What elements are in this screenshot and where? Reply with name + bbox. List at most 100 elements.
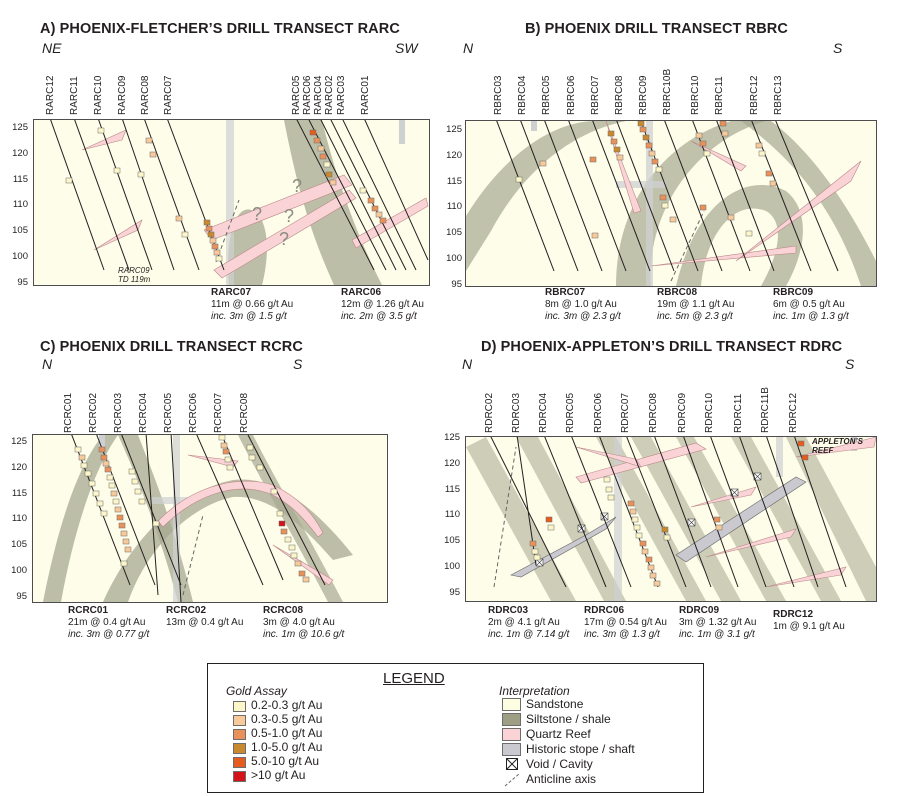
legend-swatch — [502, 698, 521, 711]
y-tick: 120 — [11, 462, 27, 473]
panel-c-dir-left: N — [42, 356, 53, 372]
ann-line2: inc. 1m @ 7.14 g/t — [488, 629, 570, 640]
hole-label: RARC03 — [336, 75, 347, 115]
svg-text:?: ? — [252, 204, 262, 224]
hole-label: RBRC10 — [690, 75, 701, 115]
panel-d-annotation: RDRC09 3m @ 1.32 g/t Au inc. 1m @ 3.1 g/… — [679, 605, 756, 641]
panel-b-annotation: RBRC07 8m @ 1.0 g/t Au inc. 3m @ 2.3 g/t — [545, 287, 621, 323]
hole-label: RDRC12 — [788, 392, 799, 433]
hole-label: RBRC05 — [541, 75, 552, 115]
hole-label: RCRC08 — [239, 392, 250, 433]
reef-label-2: REEF — [812, 446, 834, 455]
ann-hole: RCRC02 — [166, 605, 207, 616]
ann-line1: 3m @ 1.32 g/t Au — [679, 617, 757, 628]
y-tick: 110 — [11, 513, 27, 524]
legend-assay-label: 0.5-1.0 g/t Au — [251, 726, 323, 740]
legend-assay-heading: Gold Assay — [226, 684, 287, 698]
legend-assay-label: 5.0-10 g/t Au — [251, 754, 320, 768]
legend-interp-label: Historic stope / shaft — [526, 742, 635, 756]
panel-c-section — [32, 434, 388, 603]
hole-label: RARC02 — [324, 75, 335, 115]
td-depth: TD 119m — [118, 275, 151, 284]
reef-label-1: APPLETON’S — [812, 437, 863, 446]
legend-swatch — [502, 743, 521, 756]
y-tick: 115 — [12, 174, 28, 185]
ann-hole: RBRC07 — [545, 287, 586, 298]
legend-interp-label: Quartz Reef — [526, 727, 591, 741]
y-tick: 120 — [444, 458, 460, 469]
panel-c-annotation: RCRC01 21m @ 0.4 g/t Au inc. 3m @ 0.77 g… — [68, 605, 149, 641]
y-tick: 95 — [17, 277, 28, 288]
panel-d-annotation: RDRC12 1m @ 9.1 g/t Au — [773, 609, 845, 633]
hole-label: RDRC08 — [648, 392, 659, 433]
hole-label: RDRC02 — [484, 392, 495, 433]
svg-text:?: ? — [284, 206, 294, 226]
panel-c-title: C) PHOENIX DRILL TRANSECT RCRC — [40, 339, 303, 355]
hole-label: RDRC04 — [538, 392, 549, 433]
ann-line2: inc. 3m @ 0.77 g/t — [68, 629, 150, 640]
ann-line1: 2m @ 4.1 g/t Au — [488, 617, 560, 628]
y-tick: 125 — [446, 124, 462, 135]
panel-a-annotation: RARC07 11m @ 0.66 g/t Au inc. 3m @ 1.5 g… — [211, 287, 293, 323]
hole-label: RARC10 — [93, 75, 104, 115]
anticline-axis-icon — [504, 773, 520, 787]
hole-label: RCRC06 — [188, 392, 199, 433]
hole-label: RBRC13 — [773, 75, 784, 115]
legend-swatch — [233, 701, 246, 712]
legend-swatch — [233, 771, 246, 782]
ann-line1: 1m @ 9.1 g/t Au — [773, 621, 845, 632]
panel-d-cross-section — [466, 437, 876, 601]
ann-line1: 12m @ 1.26 g/t Au — [341, 299, 424, 310]
hole-label: RDRC11B — [760, 387, 771, 433]
panel-a-cross-section: ? ? ? ? — [50, 120, 429, 285]
y-tick: 105 — [444, 535, 460, 546]
panel-c-annotation: RCRC02 13m @ 0.4 g/t Au — [166, 605, 243, 629]
legend-interp-label: Siltstone / shale — [526, 712, 611, 726]
hole-label: RARC01 — [360, 75, 371, 115]
hole-label: RBRC06 — [566, 75, 577, 115]
panel-a-dir-left: NE — [42, 40, 62, 56]
y-tick: 95 — [449, 587, 460, 598]
legend-interp-label: Anticline axis — [526, 772, 597, 786]
panel-b-dir-right: S — [833, 40, 843, 56]
legend-swatch — [233, 715, 246, 726]
hole-label: RARC05 — [291, 75, 302, 115]
y-tick: 110 — [446, 201, 462, 212]
hole-label: RBRC04 — [517, 75, 528, 115]
panel-b-section — [465, 120, 877, 287]
ann-line2: inc. 2m @ 3.5 g/t — [341, 311, 417, 322]
y-tick: 120 — [12, 148, 28, 159]
panel-c-annotation: RCRC08 3m @ 4.0 g/t Au inc. 1m @ 10.6 g/… — [263, 605, 344, 641]
ann-line1: 3m @ 4.0 g/t Au — [263, 617, 335, 628]
y-tick: 115 — [446, 176, 462, 187]
panel-a-title: A) PHOENIX-FLETCHER’S DRILL TRANSECT RAR… — [40, 21, 400, 37]
ann-line1: 11m @ 0.66 g/t Au — [211, 299, 294, 310]
panel-b-dir-left: N — [463, 40, 474, 56]
ann-hole: RDRC06 — [584, 605, 625, 616]
ann-line2: inc. 3m @ 2.3 g/t — [545, 311, 621, 322]
y-tick: 105 — [446, 227, 462, 238]
hole-label: RARC04 — [313, 75, 324, 115]
legend-interp-label: Sandstone — [526, 697, 584, 711]
y-tick: 100 — [446, 253, 462, 264]
hole-label: RCRC02 — [88, 392, 99, 433]
panel-b-annotation: RBRC09 6m @ 0.5 g/t Au inc. 1m @ 1.3 g/t — [773, 287, 849, 323]
void-cavity-icon — [506, 758, 518, 770]
y-tick: 110 — [444, 509, 460, 520]
hole-label: RARC07 — [163, 75, 174, 115]
hole-label: RBRC08 — [614, 75, 625, 115]
hole-label: RBRC09 — [638, 75, 649, 115]
hole-label: RBRC10B — [662, 68, 673, 115]
y-tick: 95 — [451, 279, 462, 290]
ann-line1: 13m @ 0.4 g/t Au — [166, 617, 244, 628]
ann-hole: RARC07 — [211, 287, 252, 298]
y-tick: 125 — [12, 122, 28, 133]
ann-hole: RCRC01 — [68, 605, 109, 616]
ann-hole: RCRC08 — [263, 605, 304, 616]
ann-line2: inc. 3m @ 1.3 g/t — [584, 629, 660, 640]
panel-a-annotation: RARC06 12m @ 1.26 g/t Au inc. 2m @ 3.5 g… — [341, 287, 424, 323]
ann-line2: inc. 5m @ 2.3 g/t — [657, 311, 733, 322]
svg-text:?: ? — [292, 176, 302, 196]
panel-b-cross-section — [466, 121, 876, 286]
panel-c-dir-right: S — [293, 356, 303, 372]
